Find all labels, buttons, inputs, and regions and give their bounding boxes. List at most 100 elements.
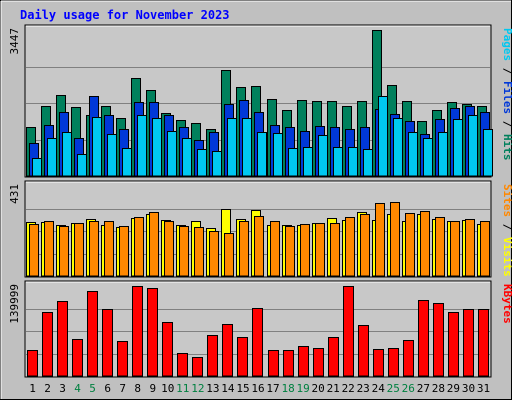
bar-pages-day-29 [453, 119, 463, 177]
bar-kbytes-day-6 [102, 309, 113, 377]
x-tick-label-day-26: 26 [402, 382, 415, 395]
bar-sites-day-30 [465, 219, 475, 277]
bar-pages-day-12 [197, 149, 207, 177]
x-tick-label-day-17: 17 [266, 382, 279, 395]
panel-hits-files-pages: 3447 Pages / Files / Hits [8, 24, 512, 178]
bar-pages-day-6 [107, 134, 117, 177]
bar-sites-day-22 [345, 217, 355, 277]
x-tick-label-day-12: 12 [191, 382, 204, 395]
bar-kbytes-day-28 [433, 303, 444, 377]
legend-entry: / [501, 61, 512, 81]
bar-kbytes-day-22 [343, 286, 354, 377]
bar-kbytes-day-12 [192, 357, 203, 377]
x-tick-label-day-20: 20 [311, 382, 324, 395]
bar-kbytes-day-25 [388, 348, 399, 377]
bar-kbytes-day-31 [478, 309, 489, 377]
x-tick-label-day-27: 27 [417, 382, 430, 395]
x-tick-label-day-30: 30 [462, 382, 475, 395]
x-tick-label-day-21: 21 [327, 382, 340, 395]
bar-sites-day-17 [270, 221, 280, 277]
x-tick-label-day-28: 28 [432, 382, 445, 395]
bar-pages-day-8 [137, 115, 147, 177]
legend-entry: Pages [501, 28, 512, 61]
bar-pages-day-3 [62, 132, 72, 177]
bar-kbytes-day-13 [207, 335, 218, 377]
bar-pages-day-17 [273, 133, 283, 177]
legend-entry: / [501, 217, 512, 237]
y-max-label: 3447 [8, 28, 21, 55]
bar-sites-day-12 [194, 227, 204, 277]
legend-entry: KBytes [501, 284, 512, 324]
series-legend: KBytes [501, 284, 512, 324]
bar-kbytes-day-20 [313, 348, 324, 377]
x-tick-label-day-31: 31 [477, 382, 490, 395]
bar-kbytes-day-9 [147, 288, 158, 377]
x-tick-label-day-9: 9 [149, 382, 156, 395]
bar-sites-day-14 [224, 233, 234, 277]
bar-sites-day-21 [330, 223, 340, 277]
chart-panels: 3447 Pages / Files / Hits 431 Sites / Visit… [8, 24, 512, 378]
bar-pages-day-30 [468, 115, 478, 177]
bar-sites-day-23 [360, 214, 370, 277]
bar-kbytes-day-27 [418, 300, 429, 377]
bar-kbytes-day-29 [448, 312, 459, 377]
bar-sites-day-25 [390, 202, 400, 277]
x-tick-label-day-16: 16 [251, 382, 264, 395]
x-tick-label-day-2: 2 [44, 382, 51, 395]
bar-sites-day-9 [149, 212, 159, 277]
bar-sites-day-7 [119, 226, 129, 277]
x-tick-label-day-18: 18 [281, 382, 294, 395]
legend-entry: / [501, 114, 512, 134]
bar-pages-day-26 [408, 132, 418, 177]
bar-sites-day-15 [239, 221, 249, 277]
x-tick-label-day-14: 14 [221, 382, 235, 395]
bar-sites-day-3 [59, 226, 69, 277]
bar-pages-day-28 [438, 132, 448, 177]
bar-sites-day-13 [209, 231, 219, 277]
bar-kbytes-day-3 [57, 301, 68, 377]
x-tick-label-day-6: 6 [104, 382, 111, 395]
series-kbytes [27, 286, 489, 377]
bar-pages-day-1 [32, 158, 42, 177]
bar-kbytes-day-17 [268, 350, 279, 377]
bar-kbytes-day-15 [237, 337, 248, 377]
bar-sites-day-26 [405, 213, 415, 277]
bar-pages-day-25 [393, 118, 403, 177]
x-tick-label-day-29: 29 [447, 382, 460, 395]
bar-pages-day-7 [122, 148, 132, 177]
bar-kbytes-day-1 [27, 350, 38, 377]
bar-sites-day-18 [285, 226, 295, 277]
bar-pages-day-22 [348, 147, 358, 177]
panel-visits-sites: 431 Sites / Visits [8, 180, 512, 278]
series-sites [29, 202, 490, 277]
x-tick-label-day-5: 5 [89, 382, 96, 395]
bar-sites-day-2 [44, 221, 54, 277]
x-tick-label-day-3: 3 [59, 382, 66, 395]
legend-entry: Hits [501, 134, 512, 161]
bar-sites-day-19 [300, 224, 310, 277]
bar-kbytes-day-26 [403, 340, 414, 377]
bar-kbytes-day-14 [222, 324, 233, 377]
bar-sites-day-8 [134, 217, 144, 277]
bar-sites-day-24 [375, 203, 385, 277]
bar-sites-day-6 [104, 221, 114, 277]
bar-kbytes-day-7 [117, 341, 128, 377]
bar-pages-day-13 [212, 151, 222, 177]
bar-kbytes-day-19 [298, 346, 309, 377]
bar-kbytes-day-23 [358, 325, 369, 377]
bar-pages-day-5 [92, 117, 102, 177]
y-max-label: 431 [8, 184, 21, 204]
x-tick-label-day-15: 15 [236, 382, 249, 395]
x-tick-label-day-22: 22 [342, 382, 355, 395]
bar-kbytes-day-2 [42, 312, 53, 377]
legend-entry: Sites [501, 184, 512, 217]
x-tick-label-day-11: 11 [176, 382, 189, 395]
bar-pages-day-31 [483, 129, 493, 177]
bar-kbytes-day-16 [252, 308, 263, 377]
panel-kbytes: 139999 KBytes [8, 280, 512, 378]
y-max-label: 139999 [8, 284, 21, 324]
legend-entry: Files [501, 81, 512, 114]
bar-pages-day-2 [47, 138, 57, 177]
x-axis-labels: 1 2 3 4 5 6 7 8 9 10 11 12 13 14 15 16 17 18 19 20 21 22 23 24 2… [29, 382, 490, 395]
